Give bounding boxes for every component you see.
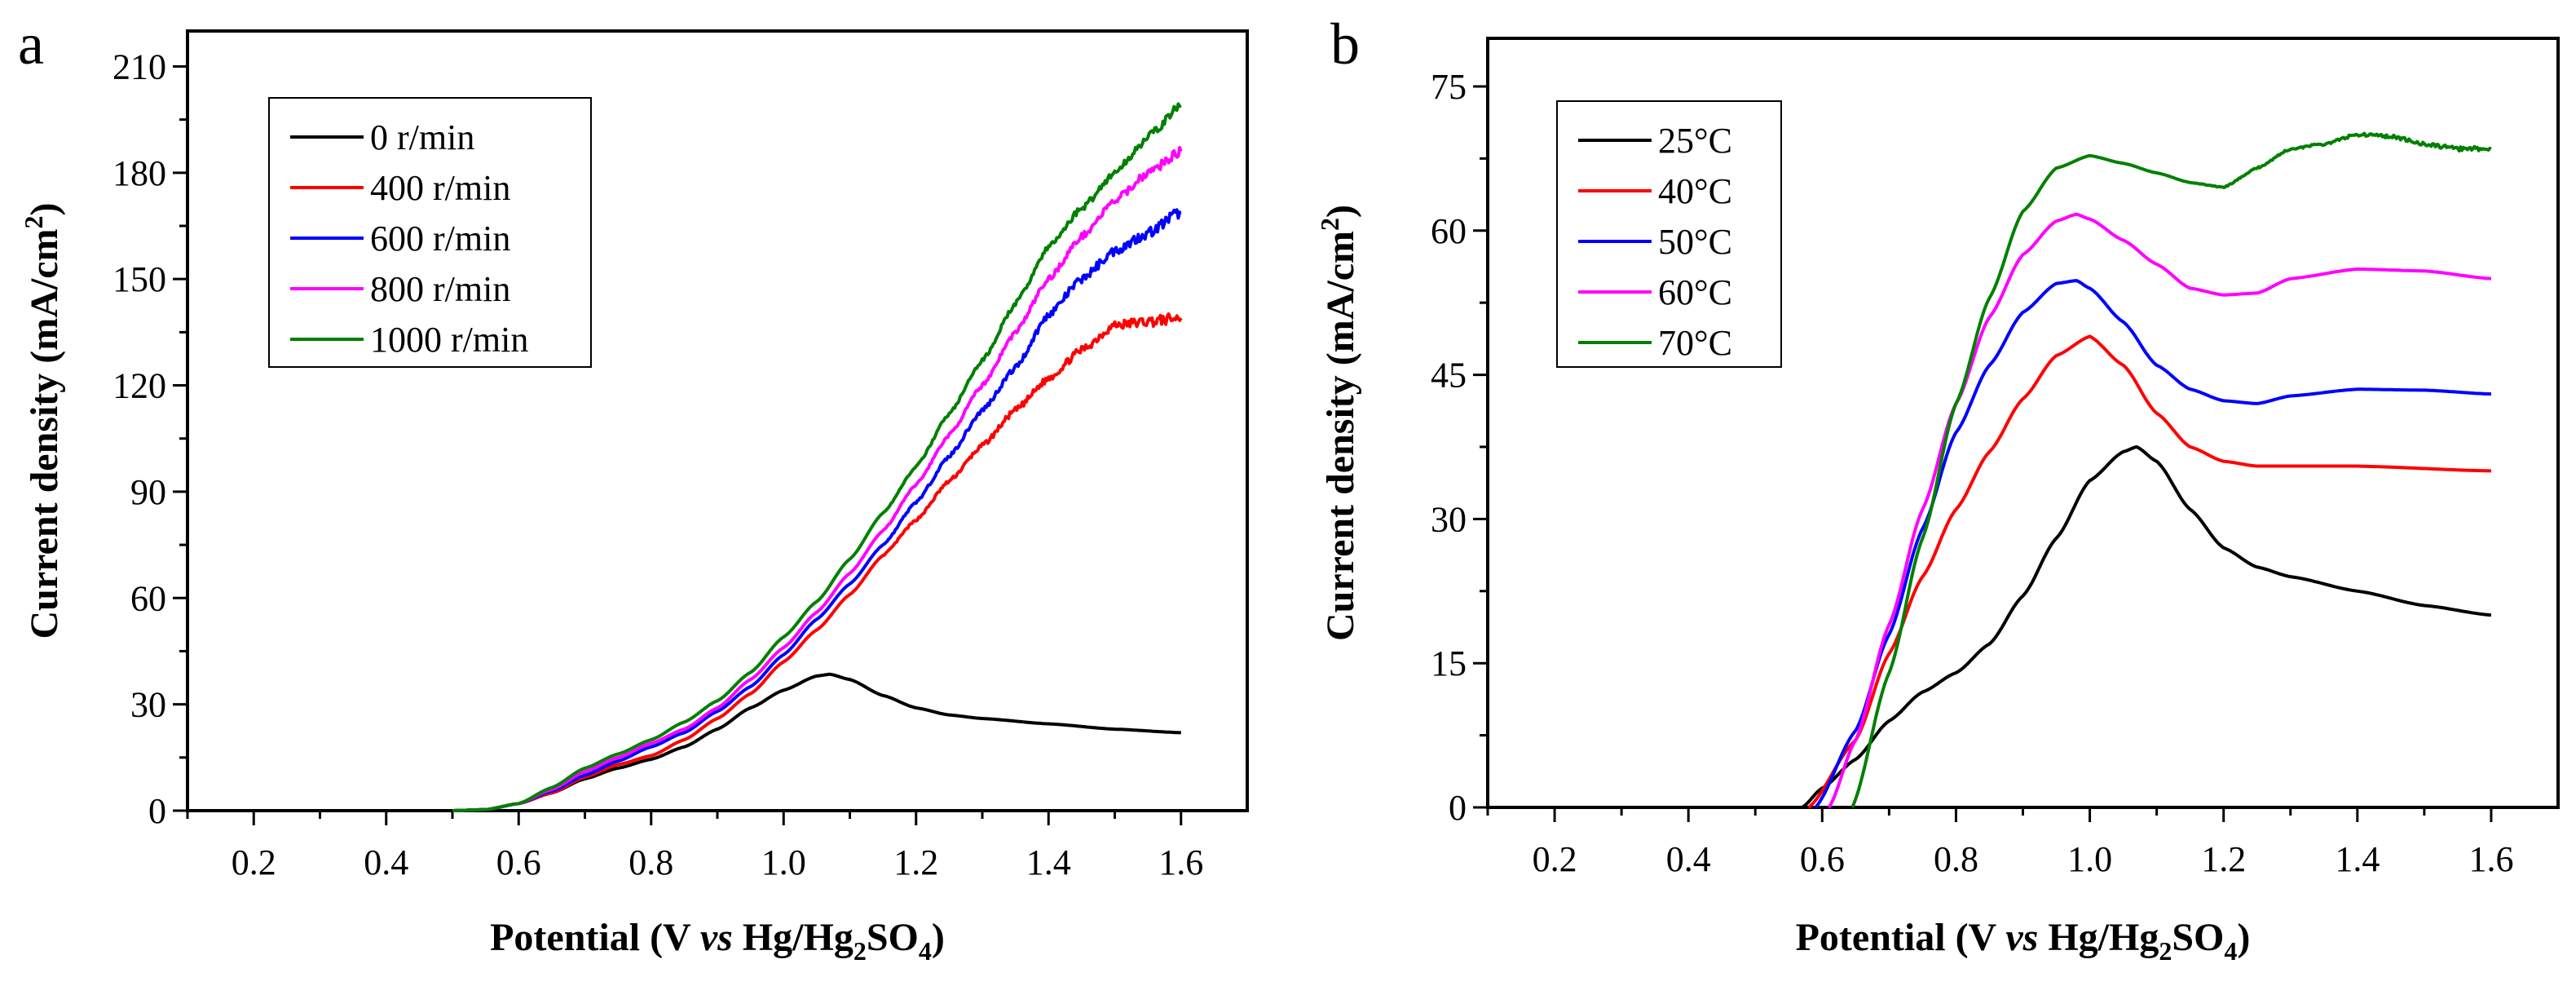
legend-label: 800 r/min <box>370 269 510 309</box>
x-axis-title-part: Potential (V <box>490 916 700 959</box>
series-line-40-C <box>1807 334 2491 809</box>
x-axis-title-part: 2 <box>854 936 867 966</box>
legend-label: 400 r/min <box>370 168 510 208</box>
series-line-25-C <box>1801 445 2492 809</box>
x-tick-label: 0.8 <box>1934 839 1978 879</box>
x-axis-title-part: vs <box>2005 916 2038 959</box>
y-tick-label: 90 <box>130 472 166 512</box>
x-tick-label: 1.2 <box>2201 839 2246 879</box>
x-axis-title: Potential (V vs Hg/Hg2SO4) <box>1796 916 2251 966</box>
legend-label: 600 r/min <box>370 219 510 259</box>
series-line-50-C <box>1814 279 2491 809</box>
x-axis-title-part: 4 <box>919 936 932 966</box>
y-axis-title-part: Current density (mA/cm <box>1319 231 1362 641</box>
x-tick-label: 0.8 <box>629 842 673 882</box>
panel-label: b <box>1330 11 1360 77</box>
x-tick-label: 1.4 <box>2335 839 2380 879</box>
x-axis-title-part: Hg/Hg <box>2038 916 2159 959</box>
y-axis-title-part: 2 <box>19 215 48 228</box>
y-axis-title-part: Current density (mA/cm <box>23 228 66 639</box>
x-axis-title-part: ) <box>2237 916 2250 959</box>
x-tick-label: 1.0 <box>2067 839 2112 879</box>
y-tick-label: 0 <box>1449 788 1467 828</box>
chart-panel-a: a 0.2 0.4 0.6 0.8 1.0 1.2 1.4 1.6 0 30 60 90 120 150 18… <box>18 11 1249 966</box>
series-line-60-C <box>1827 212 2492 809</box>
y-tick-label: 15 <box>1431 643 1467 683</box>
series-line-600-r-min <box>452 208 1182 812</box>
x-tick-label: 0.6 <box>496 842 541 882</box>
x-axis-title-part: 4 <box>2224 936 2237 966</box>
y-tick-label: 30 <box>130 685 166 725</box>
x-axis-title-part: ) <box>932 916 945 959</box>
x-axis-title-part: Potential (V <box>1796 916 2006 959</box>
series-line-70-C <box>1850 131 2492 808</box>
y-tick-label: 0 <box>148 791 166 831</box>
y-axis-title: Current density (mA/cm2) <box>1315 205 1362 641</box>
x-tick-label: 0.2 <box>232 842 276 882</box>
y-tick-label: 75 <box>1431 67 1467 107</box>
x-tick-label: 0.6 <box>1800 839 1845 879</box>
y-axis-title-part: ) <box>23 202 66 215</box>
legend-label: 25°C <box>1658 121 1732 161</box>
y-tick-label: 180 <box>112 153 166 193</box>
x-tick-label: 1.6 <box>2468 839 2513 879</box>
x-tick-label: 1.0 <box>761 842 806 882</box>
y-tick-label: 150 <box>112 259 166 299</box>
x-tick-label: 0.4 <box>1666 839 1711 879</box>
y-tick-label: 210 <box>112 46 166 86</box>
x-axis-title-part: Hg/Hg <box>733 916 854 959</box>
y-tick-label: 60 <box>1431 211 1467 251</box>
legend-label: 70°C <box>1658 323 1732 363</box>
legend: 0 r/min 400 r/min 600 r/min 800 r/min 1000 r… <box>268 97 592 368</box>
panel-label: a <box>18 11 44 77</box>
legend-label: 0 r/min <box>370 117 474 157</box>
legend-label: 40°C <box>1658 171 1732 211</box>
legend: 25°C 40°C 50°C 60°C 70°C <box>1556 100 1782 368</box>
legend-label: 50°C <box>1658 222 1732 262</box>
legend-box <box>268 97 592 368</box>
x-axis-title-part: SO <box>867 916 919 959</box>
x-tick-label: 1.4 <box>1026 842 1071 882</box>
x-tick-label: 0.2 <box>1533 839 1577 879</box>
y-tick-label: 30 <box>1431 499 1467 539</box>
y-axis-title-part: ) <box>1319 205 1362 218</box>
x-axis-title-part: 2 <box>2159 936 2172 966</box>
x-tick-label: 1.2 <box>893 842 938 882</box>
x-tick-label: 1.6 <box>1158 842 1203 882</box>
y-tick-label: 60 <box>130 578 166 618</box>
chart-panel-b: b 0.2 0.4 0.6 0.8 1.0 1.2 1.4 1.6 0 15 30 45 60 75 Pote… <box>1315 11 2560 966</box>
y-tick-label: 120 <box>112 366 166 406</box>
y-axis-title: Current density (mA/cm2) <box>19 202 66 639</box>
series-line-800-r-min <box>452 146 1183 812</box>
legend-label: 60°C <box>1658 272 1732 312</box>
legend-label: 1000 r/min <box>370 320 528 360</box>
x-axis-title-part: SO <box>2172 916 2224 959</box>
y-axis-title-part: 2 <box>1315 218 1344 231</box>
x-axis-title: Potential (V vs Hg/Hg2SO4) <box>490 916 945 966</box>
series-line-400-r-min <box>452 312 1183 812</box>
x-axis-title-part: vs <box>700 916 733 959</box>
legend-box <box>1556 100 1782 368</box>
x-tick-label: 0.4 <box>364 842 408 882</box>
y-tick-label: 45 <box>1431 356 1467 396</box>
series-line-1000-r-min <box>452 102 1182 812</box>
